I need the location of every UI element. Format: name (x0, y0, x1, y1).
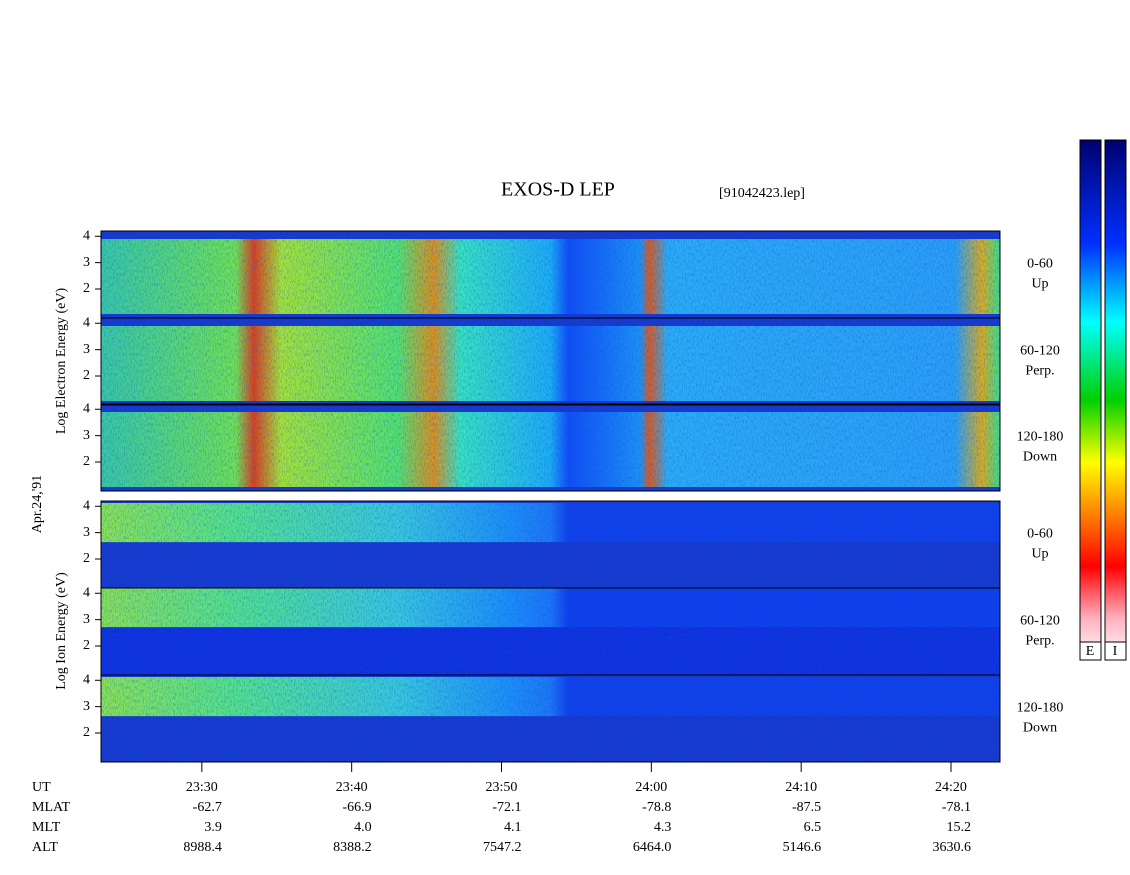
colorbar (1104, 139, 1127, 661)
ephemeris-value: 6.5 (804, 820, 822, 835)
y-tick-label: 3 (83, 699, 90, 714)
y-tick-label: 2 (83, 281, 90, 296)
ephemeris-value: -87.5 (792, 800, 821, 815)
ephemeris-value: -78.1 (942, 800, 971, 815)
ephemeris-value: 4.3 (654, 820, 672, 835)
spectrogram-noise (101, 501, 1000, 588)
ephemeris-value: 8988.4 (183, 840, 222, 855)
y-tick-label: 3 (83, 525, 90, 540)
y-tick-label: 2 (83, 454, 90, 469)
y-tick-label: 4 (83, 498, 90, 513)
y-tick-label: 2 (83, 638, 90, 653)
ion-axis-label: Log Ion Energy (eV) (54, 572, 69, 690)
spectrogram-noise (101, 231, 1000, 318)
y-tick-label: 3 (83, 255, 90, 270)
ephemeris-value: 3630.6 (933, 840, 972, 855)
ephemeris-value: -66.9 (342, 800, 371, 815)
panel-frame (100, 403, 1001, 492)
ephemeris-value: 4.1 (504, 820, 522, 835)
date-label: Apr.24,'91 (30, 475, 45, 534)
ephemeris-label: MLT (32, 820, 61, 835)
colorbar-label: I (1113, 644, 1118, 659)
pitch-angle-label: 120-180 (1017, 701, 1064, 716)
y-tick-label: 4 (83, 315, 90, 330)
file-name: [91042423.lep] (719, 186, 805, 201)
ephemeris-value: 4.0 (354, 820, 372, 835)
colorbar-label-box (1104, 641, 1127, 661)
x-tick-label: 24:10 (785, 780, 817, 795)
x-tick-label: 24:00 (635, 780, 667, 795)
ephemeris-value: 7547.2 (483, 840, 522, 855)
y-tick-label: 4 (83, 585, 90, 600)
direction-label: Up (1031, 277, 1048, 292)
y-tick-label: 3 (83, 428, 90, 443)
x-tick-label: 23:50 (486, 780, 518, 795)
y-tick-label: 4 (83, 228, 90, 243)
ephemeris-label: UT (32, 780, 51, 795)
electron-axis-label: Log Electron Energy (eV) (54, 288, 69, 435)
spectrogram-noise (101, 318, 1000, 405)
spectrogram-area (101, 231, 1000, 762)
ephemeris-value: -78.8 (642, 800, 671, 815)
direction-label: Perp. (1025, 634, 1054, 649)
ephemeris-value: 15.2 (947, 820, 972, 835)
direction-label: Up (1031, 547, 1048, 562)
ephemeris-value: 8388.2 (333, 840, 372, 855)
colorbar-label: E (1086, 644, 1095, 659)
pitch-angle-label: 60-120 (1020, 614, 1060, 629)
y-tick-label: 4 (83, 672, 90, 687)
y-tick-label: 2 (83, 551, 90, 566)
direction-label: Perp. (1025, 364, 1054, 379)
pitch-angle-label: 0-60 (1027, 257, 1053, 272)
direction-label: Down (1023, 721, 1057, 736)
pitch-angle-label: 0-60 (1027, 527, 1053, 542)
spectrogram-noise (101, 588, 1000, 675)
panel-frame (100, 317, 1001, 406)
direction-label: Down (1023, 450, 1057, 465)
y-tick-label: 2 (83, 368, 90, 383)
pitch-angle-label: 60-120 (1020, 344, 1060, 359)
y-tick-label: 2 (83, 725, 90, 740)
ephemeris-value: -62.7 (193, 800, 222, 815)
colorbar (1079, 139, 1102, 661)
ephemeris-value: 6464.0 (633, 840, 672, 855)
y-tick-label: 3 (83, 612, 90, 627)
x-tick-label: 24:20 (935, 780, 967, 795)
title: EXOS-D LEP (501, 179, 615, 201)
ephemeris-value: 3.9 (204, 820, 222, 835)
spectrogram-noise (101, 675, 1000, 762)
x-tick-label: 23:40 (336, 780, 368, 795)
x-tick-label: 23:30 (186, 780, 218, 795)
spectrogram-noise (101, 404, 1000, 491)
ephemeris-value: 5146.6 (783, 840, 822, 855)
pitch-angle-label: 120-180 (1017, 430, 1064, 445)
y-tick-label: 3 (83, 342, 90, 357)
ephemeris-label: ALT (32, 840, 58, 855)
ephemeris-label: MLAT (32, 800, 71, 815)
ephemeris-value: -72.1 (492, 800, 521, 815)
y-tick-label: 4 (83, 401, 90, 416)
colorbar-label-box (1079, 641, 1102, 661)
